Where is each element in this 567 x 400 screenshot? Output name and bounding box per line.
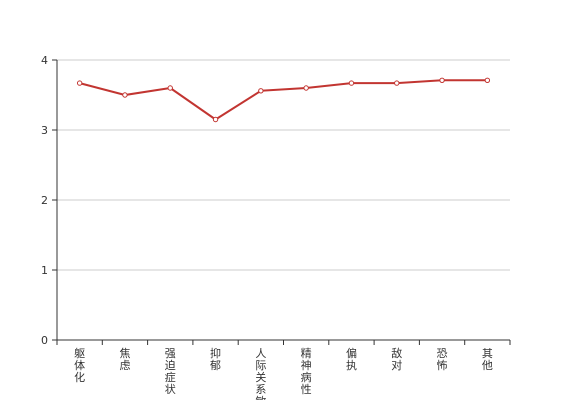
x-tick-label: 敌对	[391, 346, 402, 372]
data-point[interactable]	[122, 92, 128, 98]
x-tick-label: 焦虑	[119, 347, 130, 372]
data-point[interactable]	[439, 77, 445, 84]
x-tick-label: 强迫症状	[165, 347, 176, 396]
series-line-path	[79, 79, 488, 121]
grid-lines	[57, 59, 510, 271]
data-point[interactable]	[212, 116, 219, 123]
x-tick-label: 躯体化	[74, 347, 85, 384]
data-point[interactable]	[394, 80, 400, 86]
x-tick-label: 恐怖	[437, 347, 448, 372]
y-tick-label: 2	[41, 194, 48, 207]
y-tick-label: 4	[41, 54, 48, 67]
y-tick-label: 3	[41, 124, 48, 137]
x-tick-label: 人际关系敏感	[255, 347, 266, 400]
data-point[interactable]	[258, 88, 264, 94]
x-tick-label: 抑郁	[210, 346, 221, 372]
x-tick-label: 精神病性	[301, 347, 312, 396]
tick-labels: 0 1 2 3 4 躯体化 焦虑 强迫症状 抑郁 人际关系敏感 精神病性 偏执 敌对 恐怖 其他	[41, 54, 493, 400]
axes	[52, 59, 511, 345]
data-point[interactable]	[76, 80, 83, 86]
x-tick-label: 其他	[482, 347, 493, 372]
y-tick-label: 0	[41, 334, 48, 347]
data-point[interactable]	[484, 77, 491, 84]
series-line	[76, 77, 491, 123]
x-tick-label: 偏执	[346, 346, 357, 372]
data-point[interactable]	[303, 85, 309, 91]
y-tick-label: 1	[41, 264, 48, 277]
data-point[interactable]	[348, 80, 355, 86]
data-point[interactable]	[167, 85, 173, 91]
